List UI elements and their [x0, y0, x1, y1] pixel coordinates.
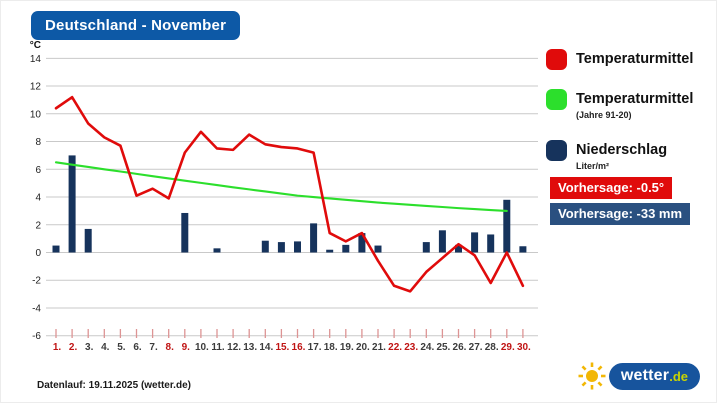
precipitation-bar	[52, 245, 60, 253]
x-tick-label: 17.	[308, 342, 322, 353]
x-tick-label: 3.	[85, 342, 94, 353]
y-axis-unit: °C	[30, 40, 41, 51]
x-tick-label: 24.	[420, 342, 434, 353]
precipitation-bar	[310, 223, 318, 253]
precipitation-bar	[342, 244, 350, 253]
legend-label-precipitation: Niederschlag	[576, 142, 668, 158]
precipitation-bar	[326, 249, 334, 253]
page-title-text: Deutschland - November	[45, 17, 227, 34]
precipitation-bar	[213, 248, 221, 253]
x-tick-label: 25.	[436, 342, 450, 353]
x-tick-label: 8.	[166, 342, 175, 353]
x-tick-label: 21.	[372, 342, 386, 353]
precipitation-bar	[374, 245, 382, 253]
wetter-de-wordmark: wetter .de	[608, 362, 700, 390]
climate-mean-line	[54, 161, 508, 212]
sun-icon	[578, 362, 606, 390]
x-tick-label: 27.	[469, 342, 483, 353]
precipitation-bar	[68, 155, 76, 253]
legend: Temperaturmittel Temperaturmittel (Jahre…	[546, 49, 711, 191]
climate-mean-swatch-icon	[546, 89, 567, 110]
y-tick-label: 10	[30, 109, 42, 120]
x-tick-label: 30.	[517, 342, 531, 353]
y-tick-label: 0	[35, 248, 41, 259]
x-tick-label: 7.	[149, 342, 158, 353]
x-tick-label: 29.	[501, 342, 515, 353]
x-tick-label: 12.	[227, 342, 241, 353]
precipitation-bar	[261, 240, 269, 253]
x-tick-label: 19.	[340, 342, 354, 353]
legend-label-temperature: Temperaturmittel	[576, 51, 694, 67]
temperature-swatch-icon	[546, 49, 567, 70]
x-tick-label: 10.	[195, 342, 209, 353]
x-tick-label: 4.	[101, 342, 110, 353]
legend-label-climate-mean: Temperaturmittel	[576, 91, 694, 107]
forecast-precipitation-badge: Vorhersage: -33 mm	[550, 203, 691, 225]
precipitation-bar	[84, 228, 92, 253]
y-tick-label: 8	[35, 137, 41, 148]
precipitation-bar	[438, 230, 446, 253]
x-tick-label: 28.	[485, 342, 499, 353]
y-tick-label: 14	[30, 54, 42, 65]
temperature-line	[54, 95, 525, 293]
x-tick-label: 14.	[259, 342, 273, 353]
legend-item-precipitation: Niederschlag Liter/m²	[546, 140, 711, 172]
wetter-de-logo: wetter .de	[577, 361, 700, 391]
x-tick-label: 16.	[292, 342, 306, 353]
y-tick-label: -4	[32, 303, 41, 314]
y-tick-label: 4	[35, 193, 41, 204]
logo-word: wetter	[620, 367, 670, 384]
x-tick-label: 9.	[182, 342, 191, 353]
x-tick-label: 22.	[388, 342, 402, 353]
forecast-temperature-badge: Vorhersage: -0.5°	[550, 177, 673, 199]
x-tick-label: 2.	[69, 342, 78, 353]
x-tick-label: 18.	[324, 342, 338, 353]
x-tick-label: 23.	[404, 342, 418, 353]
precipitation-bar	[181, 212, 189, 253]
x-tick-label: 13.	[243, 342, 257, 353]
x-tick-label: 1.	[53, 342, 62, 353]
legend-item-climate-mean: Temperaturmittel (Jahre 91-20)	[546, 89, 711, 121]
precipitation-bar	[503, 199, 511, 253]
y-tick-label: 2	[35, 220, 41, 231]
weather-chart: 14 12 10 8 6 4 2 0 -2 -4 -6 °C 1. 2. 3. 4. 5. 6. 7. 8. 9. 10.…	[30, 40, 538, 353]
x-tick-label: 5.	[117, 342, 126, 353]
precipitation-bar	[294, 241, 301, 253]
data-run-label: Datenlauf: 19.11.2025 (wetter.de)	[37, 380, 191, 391]
precipitation-bar	[487, 234, 495, 253]
precipitation-bar	[358, 233, 366, 253]
page-title: Deutschland - November	[31, 11, 241, 40]
precipitation-bar	[519, 246, 527, 253]
x-tick-label: 6.	[133, 342, 142, 353]
legend-item-temperature: Temperaturmittel	[546, 49, 711, 70]
y-tick-label: 12	[30, 82, 42, 93]
logo-tld: .de	[669, 368, 688, 384]
x-tick-label: 11.	[211, 342, 225, 353]
precipitation-bar	[455, 244, 462, 253]
x-tick-label: 20.	[356, 342, 370, 353]
y-tick-label: -6	[32, 331, 41, 342]
legend-sublabel-climate-mean: (Jahre 91-20)	[576, 110, 632, 120]
y-tick-label: 6	[35, 165, 41, 176]
precipitation-bar	[277, 242, 285, 253]
precipitation-bar	[422, 242, 430, 253]
x-tick-label: 26.	[453, 342, 467, 353]
legend-sublabel-precipitation: Liter/m²	[576, 161, 610, 171]
precipitation-bar	[471, 232, 479, 253]
precipitation-swatch-icon	[546, 140, 567, 161]
x-tick-label: 15.	[275, 342, 289, 353]
y-tick-label: -2	[32, 276, 41, 287]
